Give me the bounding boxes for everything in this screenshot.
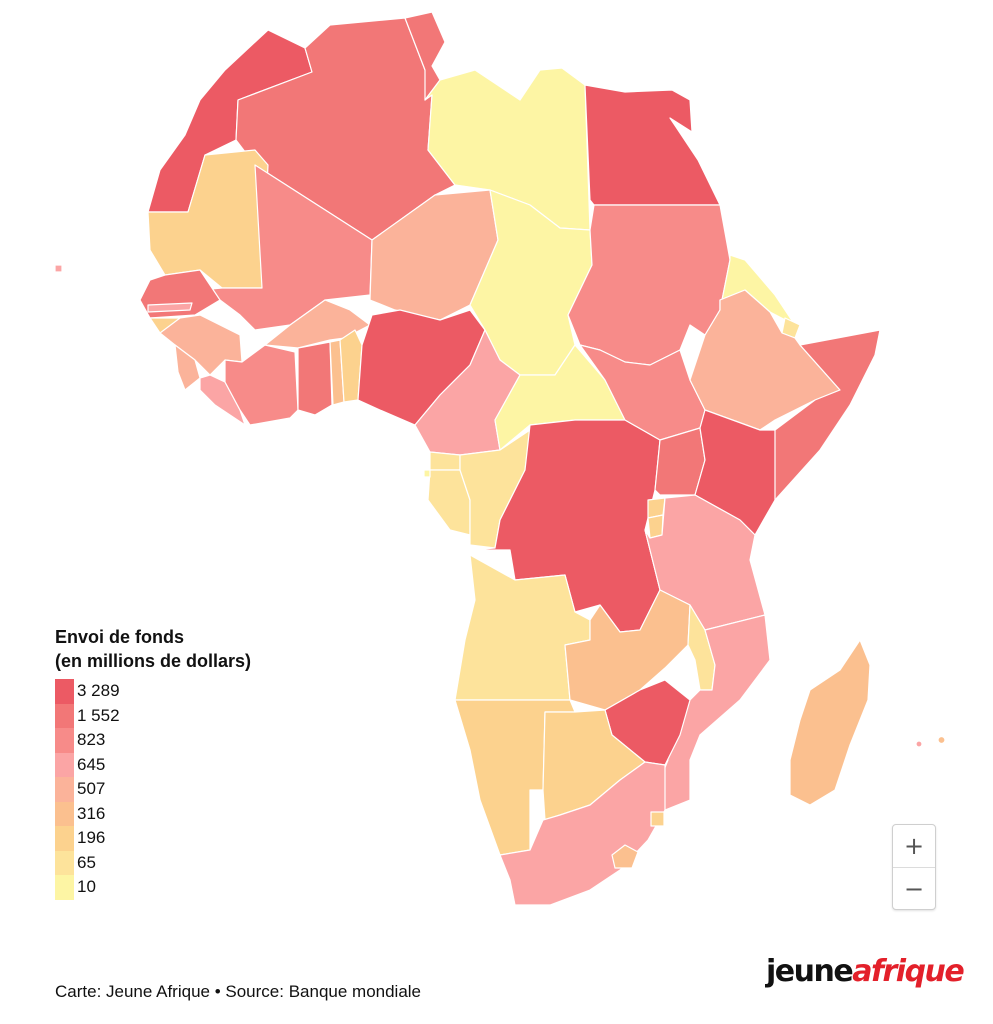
- country-liberia[interactable]: [199, 374, 246, 426]
- legend-title: Envoi de fonds (en millions de dollars): [55, 625, 251, 673]
- country-sierra-leone[interactable]: [174, 344, 201, 391]
- zoom-in-button[interactable]: +: [903, 832, 925, 860]
- legend-swatch: [55, 703, 74, 728]
- country-gambia[interactable]: [147, 302, 193, 313]
- legend-swatch: [55, 777, 74, 802]
- legend-swatch: [55, 850, 74, 875]
- legend-label: 507: [77, 779, 106, 798]
- country-sao-tome[interactable]: [423, 469, 431, 478]
- legend-color-bar: [55, 679, 74, 900]
- country-cape-verde[interactable]: [54, 264, 63, 273]
- country-kenya[interactable]: [694, 409, 776, 536]
- country-cote-divoire[interactable]: [224, 344, 299, 426]
- country-egypt[interactable]: [584, 84, 721, 206]
- country-equatorial-guinea[interactable]: [429, 451, 461, 471]
- legend-label: 10: [77, 877, 96, 896]
- logo-text-afrique: afrique: [852, 954, 965, 989]
- legend-title-line1: Envoi de fonds: [55, 627, 185, 647]
- country-comoros[interactable]: [915, 740, 923, 748]
- country-mauritius[interactable]: [937, 735, 946, 745]
- country-madagascar[interactable]: [789, 639, 871, 806]
- legend-swatch: [55, 752, 74, 777]
- legend-body: 3 289 1 552 823 645 507 316 196 65 10: [55, 679, 251, 929]
- legend-label: 1 552: [77, 705, 120, 725]
- country-ghana[interactable]: [297, 341, 333, 416]
- legend-swatch: [55, 826, 74, 851]
- legend-swatch: [55, 801, 74, 826]
- zoom-control: + −: [892, 824, 936, 910]
- legend-label: 316: [77, 803, 106, 823]
- legend-swatch: [55, 679, 74, 704]
- legend-labels: 3 289 1 552 823 645 507 316 196 65 10: [77, 679, 120, 900]
- zoom-divider: [893, 867, 935, 868]
- legend-label: 196: [77, 828, 106, 847]
- country-tunisia[interactable]: [404, 11, 446, 101]
- source-credit: Carte: Jeune Afrique • Source: Banque mo…: [55, 982, 422, 1001]
- legend-swatch: [55, 728, 74, 753]
- jeune-afrique-logo[interactable]: jeuneafrique: [766, 954, 965, 989]
- logo-text-jeune: jeune: [766, 954, 854, 989]
- legend: Envoi de fonds (en millions de dollars) …: [55, 625, 251, 929]
- country-lesotho[interactable]: [611, 844, 639, 869]
- legend-label: 3 289: [77, 681, 120, 700]
- country-eswatini[interactable]: [650, 811, 665, 827]
- country-namibia[interactable]: [454, 699, 576, 856]
- legend-label: 65: [77, 852, 96, 872]
- zoom-out-button[interactable]: −: [903, 875, 925, 903]
- legend-swatch: [55, 875, 74, 900]
- legend-title-line2: (en millions de dollars): [55, 651, 252, 671]
- legend-label: 645: [77, 754, 106, 774]
- country-zambia[interactable]: [564, 589, 691, 711]
- legend-label: 823: [77, 730, 106, 749]
- country-burundi[interactable]: [647, 514, 664, 539]
- country-south-africa[interactable]: [499, 761, 666, 906]
